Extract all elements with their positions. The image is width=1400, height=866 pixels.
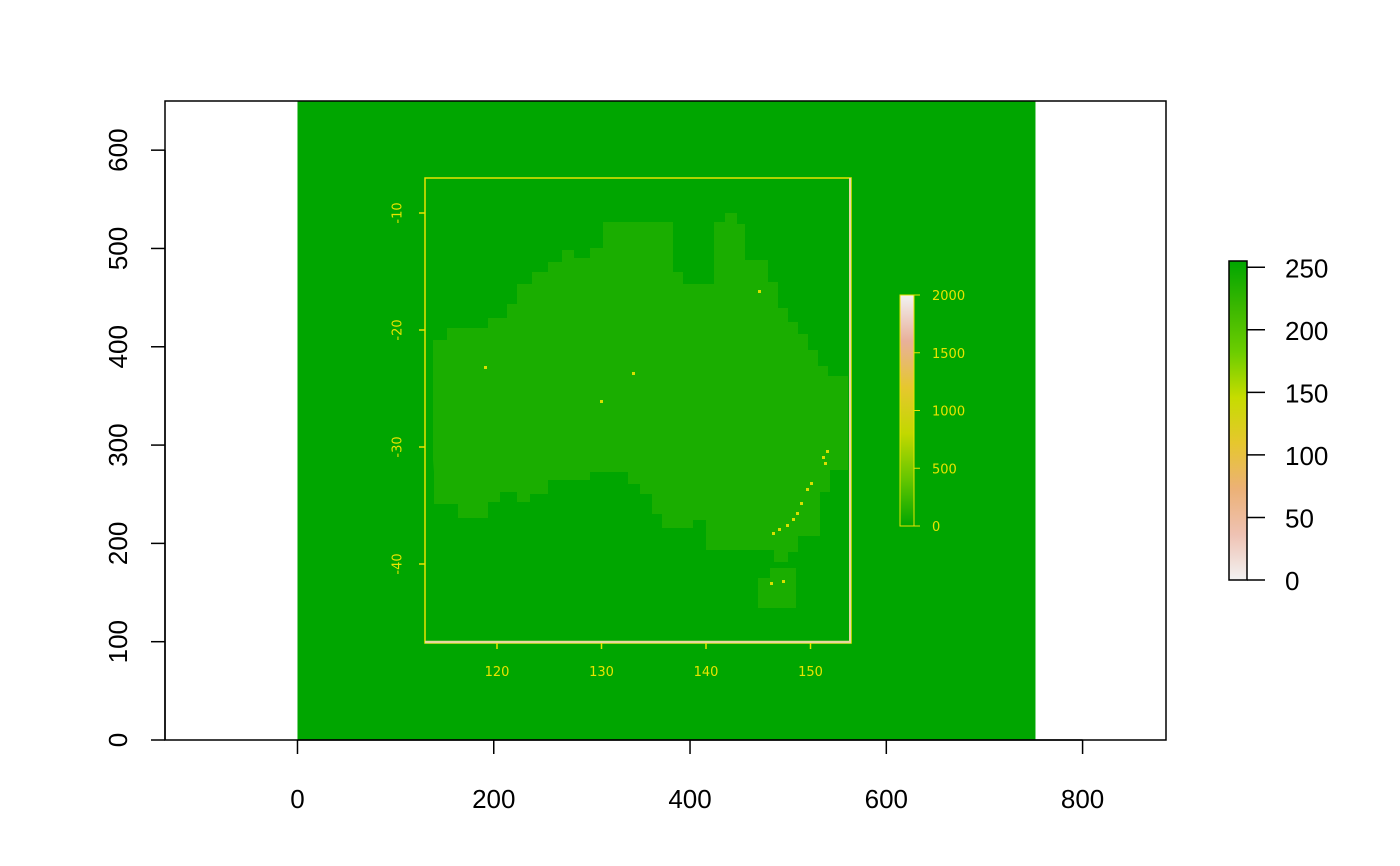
y-tick-label: 200 [103,522,133,565]
inner-y-tick-label: -30 [391,436,406,457]
highland-point [800,502,803,505]
y-tick-label: 100 [103,620,133,663]
inner-legend-tick-label: 500 [932,462,957,477]
highland-point [632,372,635,375]
inner-legend-tick-label: 1500 [932,347,965,362]
inner-y-tick-label: -10 [391,202,406,223]
x-axis: 0 200 400 600 800 [290,739,1104,814]
highland-point [772,532,775,535]
legend-tick-label: 250 [1285,253,1328,283]
legend-tick-label: 150 [1285,378,1328,408]
inner-x-tick-label: 150 [798,665,823,680]
inner-legend-tick-label: 0 [932,520,940,535]
highland-point [826,450,829,453]
highland-point [786,524,789,527]
legend-colorbar [1228,260,1248,581]
highland-point [484,366,487,369]
legend-tick-label: 0 [1285,566,1299,596]
highland-point [782,580,785,583]
australia-landmass [433,213,848,562]
x-tick-label: 800 [1061,784,1104,814]
color-legend: 0 50 100 150 200 250 [1228,253,1328,596]
inner-legend-tick-label: 2000 [932,289,965,304]
highland-point [822,456,825,459]
legend-tick-label: 200 [1285,316,1328,346]
x-tick-label: 400 [668,784,711,814]
inner-x-tick-label: 130 [589,665,614,680]
highland-point [770,582,773,585]
y-axis: 0 100 200 300 400 500 600 [103,128,166,747]
inner-map: 120 130 140 150 -10 -20 -30 -40 0 500 1000 1500 2000 [391,177,965,680]
y-tick-label: 400 [103,325,133,368]
x-tick-label: 0 [290,784,304,814]
y-tick-label: 0 [103,733,133,747]
inner-legend-bar [899,294,915,527]
y-tick-label: 600 [103,128,133,171]
highland-point [600,400,603,403]
highland-point [810,482,813,485]
legend-tick-label: 100 [1285,441,1328,471]
x-tick-label: 600 [865,784,908,814]
y-tick-label: 500 [103,227,133,270]
tasmania-landmass [758,568,796,608]
legend-tick-label: 50 [1285,503,1314,533]
highland-point [796,512,799,515]
highland-point [792,518,795,521]
inner-y-tick-label: -40 [391,553,406,574]
highland-point [778,528,781,531]
highland-point [806,488,809,491]
y-tick-label: 300 [103,423,133,466]
highland-point [824,462,827,465]
highland-point [758,290,761,293]
inner-y-tick-label: -20 [391,319,406,340]
inner-x-tick-label: 120 [485,665,510,680]
x-tick-label: 200 [472,784,515,814]
inner-x-tick-label: 140 [694,665,719,680]
inner-legend-tick-label: 1000 [932,405,965,420]
